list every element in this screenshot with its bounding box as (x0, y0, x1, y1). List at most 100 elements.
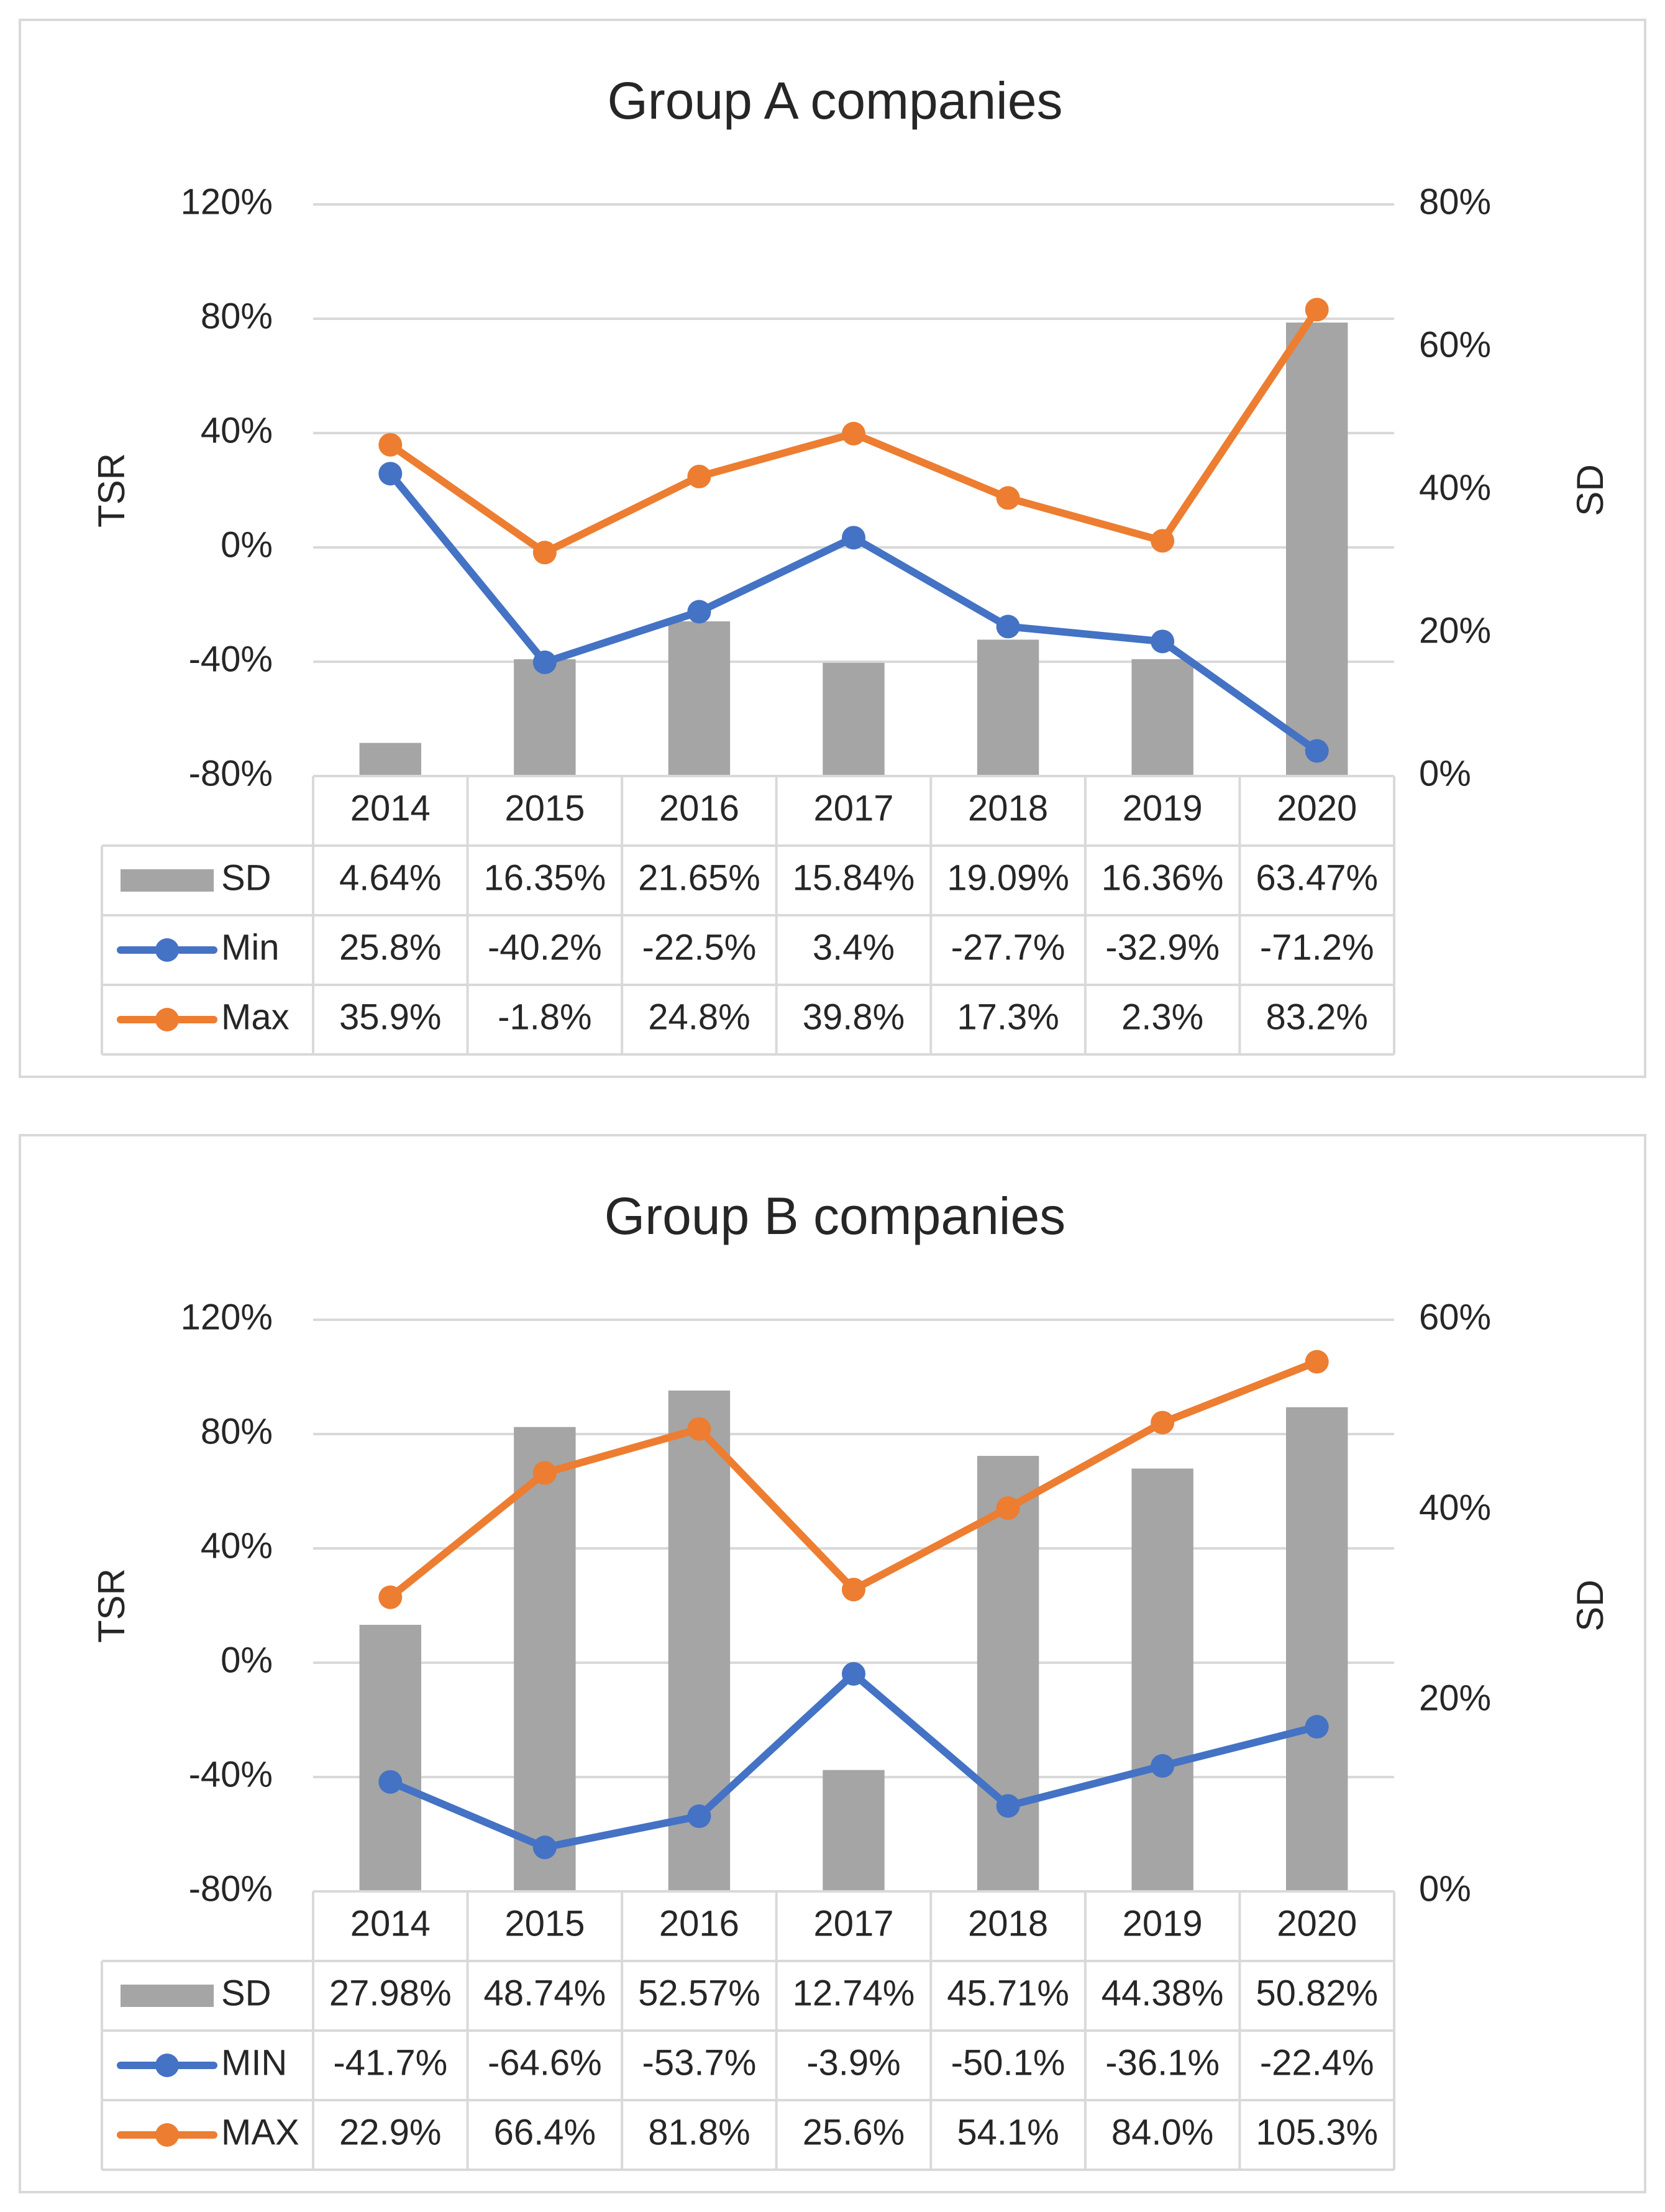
y2-tick-label: 40% (1419, 467, 1491, 508)
x-tick-label: 2019 (1123, 1903, 1203, 1944)
chart-title: Group A companies (607, 71, 1062, 130)
x-tick-label: 2015 (504, 1903, 585, 1944)
data-label: 19.09% (947, 857, 1069, 898)
y2-tick-label: 20% (1419, 610, 1491, 651)
legend-key-max-marker (155, 2123, 179, 2147)
data-label: -50.1% (951, 2042, 1065, 2083)
y2-tick-label: 60% (1419, 324, 1491, 365)
sd-bar (514, 1427, 576, 1891)
x-tick-label: 2020 (1277, 1903, 1357, 1944)
data-label: -1.8% (498, 997, 592, 1037)
data-label: 84.0% (1111, 2112, 1213, 2152)
data-label: 66.4% (494, 2112, 596, 2152)
max-point (687, 464, 711, 488)
data-label: 24.8% (648, 997, 750, 1037)
min-point (1305, 1715, 1329, 1739)
data-label: -22.5% (642, 927, 757, 967)
y-tick-label: -40% (189, 639, 273, 679)
legend-key-sd (121, 1985, 214, 2007)
sd-bar (823, 1770, 885, 1891)
x-tick-label: 2019 (1123, 788, 1203, 828)
y-tick-label: 40% (201, 1525, 273, 1566)
y2-tick-label: 0% (1419, 753, 1471, 793)
chart-svg-group-a: Group A companies 120% 80% 40% 0% -40% -80% 80%… (91, 71, 1611, 1056)
data-label: 4.64% (339, 857, 441, 898)
max-point (378, 1585, 403, 1609)
data-label: -27.7% (951, 927, 1065, 967)
data-label: -53.7% (642, 2042, 757, 2083)
min-point (532, 650, 557, 674)
y-tick-label: 0% (221, 1640, 273, 1680)
y-tick-label: 0% (221, 524, 273, 565)
data-label: -71.2% (1260, 927, 1374, 967)
y2-tick-label: 0% (1419, 1868, 1471, 1909)
max-point (996, 486, 1020, 510)
max-point (1151, 529, 1175, 553)
y-tick-label: 80% (201, 296, 273, 336)
legend-label-sd: SD (221, 1973, 271, 2013)
max-point (1305, 298, 1329, 322)
legend-key-max-marker (155, 1008, 179, 1031)
y-tick-label: -80% (189, 753, 273, 793)
x-tick-label: 2016 (659, 1903, 739, 1944)
sd-bar (1131, 659, 1193, 776)
data-label: 81.8% (648, 2112, 750, 2152)
min-point (532, 1835, 557, 1860)
data-label: 39.8% (803, 997, 905, 1037)
y-tick-label: -40% (189, 1754, 273, 1794)
y-tick-label: 120% (181, 1297, 273, 1337)
data-label: 21.65% (638, 857, 760, 898)
chart-panel-group-a: Group A companies 120% 80% 40% 0% -40% -80% 80%… (19, 19, 1646, 1078)
y-tick-label: 40% (201, 410, 273, 450)
data-label: 16.35% (483, 857, 606, 898)
data-label: 48.74% (483, 1973, 606, 2013)
x-tick-label: 2020 (1277, 788, 1357, 828)
min-point (378, 462, 403, 486)
sd-bar (823, 662, 885, 776)
chart-title: Group B companies (604, 1187, 1065, 1245)
y-axis-label: TSR (91, 1568, 132, 1643)
min-point (687, 1804, 711, 1829)
x-tick-label: 2018 (968, 1903, 1048, 1944)
data-label: -32.9% (1105, 927, 1220, 967)
chart-panel-group-b: Group B companies 120% 80% 40% 0% -40% -80% 60%… (19, 1134, 1646, 2193)
y2-tick-label: 40% (1419, 1488, 1491, 1528)
data-label: 45.71% (947, 1973, 1069, 2013)
data-label: 12.74% (793, 1973, 915, 2013)
data-label: -64.6% (488, 2042, 602, 2083)
y2-tick-label: 80% (1419, 181, 1491, 222)
sd-bar (1131, 1468, 1193, 1891)
y2-tick-label: 20% (1419, 1678, 1491, 1719)
sd-bar (977, 1456, 1039, 1891)
legend-label-min: Min (221, 927, 279, 967)
min-point (996, 615, 1020, 639)
legend-label-max: MAX (221, 2112, 299, 2152)
data-label: 16.36% (1102, 857, 1224, 898)
data-label: -40.2% (488, 927, 602, 967)
x-tick-label: 2015 (504, 788, 585, 828)
data-label: -41.7% (333, 2042, 447, 2083)
x-tick-label: 2017 (813, 788, 893, 828)
sd-bar (668, 621, 731, 776)
sd-bar (1286, 322, 1348, 776)
min-point (1151, 1754, 1175, 1778)
legend-label-sd: SD (221, 857, 271, 898)
data-label: -36.1% (1105, 2042, 1220, 2083)
legend-key-min-marker (155, 2054, 179, 2077)
max-point (842, 421, 865, 446)
data-label: 63.47% (1256, 857, 1378, 898)
data-label: 35.9% (339, 997, 441, 1037)
legend-key-sd (121, 869, 214, 892)
data-label: 44.38% (1102, 1973, 1224, 2013)
max-point (532, 1461, 557, 1485)
x-tick-label: 2014 (350, 788, 431, 828)
min-point (378, 1770, 403, 1794)
max-point (996, 1496, 1020, 1520)
x-tick-label: 2018 (968, 788, 1048, 828)
max-point (1151, 1410, 1175, 1435)
max-point (687, 1417, 711, 1441)
sd-bar (359, 1624, 421, 1891)
max-point (532, 541, 557, 565)
min-point (687, 600, 711, 624)
min-point (842, 1661, 865, 1686)
